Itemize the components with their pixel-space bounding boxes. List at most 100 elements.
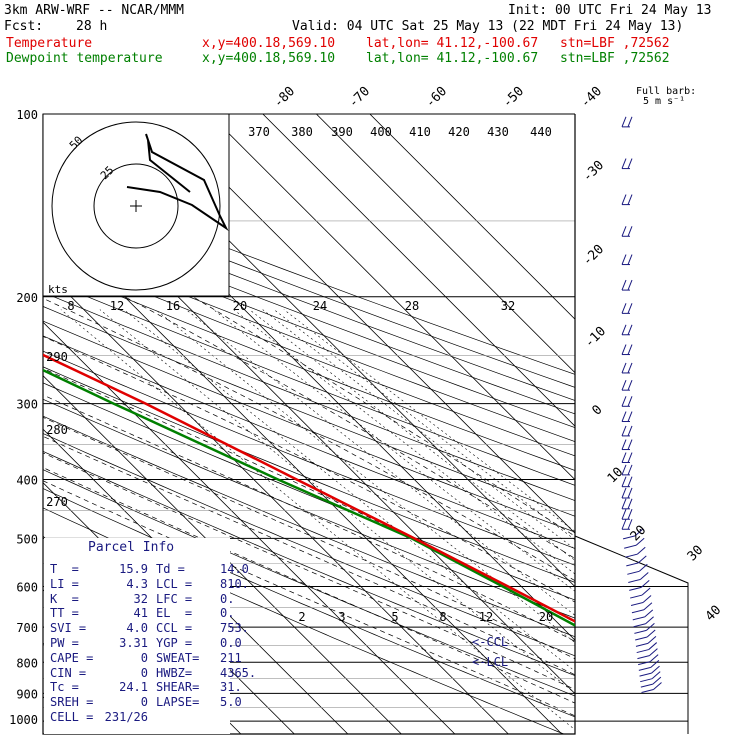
wind-barb — [621, 158, 627, 169]
wind-barb — [627, 226, 633, 237]
wind-barb — [621, 362, 627, 374]
wind-barb — [651, 671, 661, 680]
isotherm-tick-label: -50 — [500, 84, 527, 111]
parcel-info-row: SREH = 0 LAPSE= 5.0 — [50, 695, 242, 709]
wind-barb — [642, 595, 652, 603]
theta-tick-label: 370 — [248, 125, 270, 139]
theta-tick-label: 380 — [291, 125, 313, 139]
wind-barb — [645, 616, 654, 625]
wind-barb — [640, 579, 650, 588]
wind-barb — [621, 303, 627, 314]
isotherm-line — [43, 321, 456, 734]
parcel-info-cell: 231/26 — [104, 710, 148, 724]
wind-barb — [621, 476, 627, 487]
parcel-info-cell: CCL = — [156, 621, 193, 636]
parcel-info-cell: HWBZ= — [156, 665, 193, 680]
theta-tick-label: 440 — [530, 125, 552, 139]
parcel-info-cell: 0.0 — [220, 636, 242, 650]
dry-adiabat-line — [43, 306, 575, 517]
parcel-info-row: K = 32 LFC = 0. — [50, 592, 234, 606]
ccl-annotation: <-CCL — [472, 635, 508, 649]
parcel-info-cell: 211 — [220, 650, 242, 665]
isotherm-line — [209, 114, 575, 481]
dry-adiabat-line — [43, 291, 575, 501]
dry-adiabat-line — [43, 237, 575, 442]
moist-adiabat-line — [43, 394, 575, 642]
wind-barb — [621, 498, 627, 510]
dewpoint-xy: x,y=400.18,569.10 — [202, 51, 336, 66]
isotherm-tick-label: -70 — [346, 84, 373, 111]
wind-barb — [641, 587, 651, 596]
parcel-info-cell: 4.0 — [126, 621, 148, 636]
mixing-ratio-label: 3 — [338, 610, 345, 624]
wind-barb — [621, 226, 627, 237]
wind-barb — [650, 660, 660, 668]
wind-barb — [621, 254, 627, 265]
mixing-ratio-label: 16 — [166, 299, 180, 313]
temperature-station: stn=LBF ,72562 — [560, 36, 670, 51]
parcel-info-cell: 753. — [220, 621, 249, 636]
parcel-info-row: CIN = 0 HWBZ= 4365. — [50, 666, 256, 680]
barb-legend-value: 5 m s⁻¹ — [643, 96, 685, 107]
mixing-ratio-label: 8 — [67, 299, 74, 313]
theta-tick-label: 290 — [46, 350, 68, 364]
mixing-ratio-label: 20 — [539, 610, 553, 624]
parcel-info-cell: LFC = — [156, 591, 193, 606]
dewpoint-legend: Dewpoint temperature — [6, 51, 163, 66]
mixing-ratio-label: 32 — [501, 299, 515, 313]
wind-barb — [627, 498, 633, 510]
parcel-info-cell: PW = — [50, 636, 79, 650]
parcel-info-title: Parcel Info — [88, 540, 175, 555]
isotherm-tick-label: 30 — [685, 543, 707, 565]
temperature-latlon: lat,lon= 41.12,-100.67 — [366, 36, 539, 51]
parcel-info-cell: CELL = — [50, 710, 94, 724]
forecast-label: Fcst: — [4, 19, 44, 34]
parcel-info-cell: 15.9 — [119, 562, 148, 576]
wind-barb — [627, 303, 633, 314]
parcel-info-cell: LI = — [50, 576, 79, 591]
mixing-ratio-label: 12 — [479, 610, 493, 624]
wind-barb — [639, 672, 652, 677]
wind-barb — [621, 396, 627, 407]
isotherm-line — [43, 375, 402, 734]
parcel-info-cell: 4365. — [220, 665, 257, 680]
parcel-info-cell: SWEAT= — [156, 650, 200, 665]
wind-barb — [635, 636, 648, 641]
isotherm-tick-label: -30 — [580, 158, 607, 185]
wind-barb — [646, 629, 656, 638]
parcel-info-cell: 810. — [220, 576, 249, 591]
wind-barb — [639, 572, 649, 580]
wind-barb — [627, 396, 633, 407]
valid-time: Valid: 04 UTC Sat 25 May 13 (22 MDT Fri … — [292, 19, 684, 34]
wind-barb — [644, 609, 654, 618]
wind-barb — [626, 562, 639, 567]
parcel-info-cell: YGP = — [156, 636, 193, 650]
parcel-info-cell: Td = — [156, 562, 185, 576]
wind-barb — [653, 682, 662, 690]
isotherm-line — [43, 268, 509, 734]
theta-tick-label: 400 — [370, 125, 392, 139]
wind-barb — [627, 116, 633, 128]
wind-barb — [647, 635, 657, 644]
wind-barb — [640, 678, 653, 683]
parcel-info-cell: 0 — [140, 695, 148, 710]
isotherm-tick-label: -40 — [578, 84, 605, 111]
parcel-info-cell: Tc = — [50, 680, 79, 695]
mixing-ratio-line — [60, 309, 575, 731]
isotherm-tick-label: -20 — [580, 242, 607, 269]
theta-tick-label: 420 — [448, 125, 470, 139]
theta-tick-label: 390 — [331, 125, 353, 139]
wind-barb — [627, 519, 633, 530]
parcel-info-row: CAPE = 0 SWEAT= 211 — [50, 651, 242, 665]
isotherm-line — [155, 114, 575, 534]
model-title: 3km ARW-WRF -- NCAR/MMM — [4, 3, 185, 18]
wind-barb — [627, 279, 633, 291]
dry-adiabat-line — [43, 382, 575, 601]
parcel-info-cell: LAPSE= — [156, 695, 200, 710]
theta-tick-label: 280 — [46, 423, 68, 437]
wind-barb — [629, 586, 642, 591]
init-time: Init: 00 UTC Fri 24 May 13 — [508, 3, 712, 18]
parcel-info-cell: TT = — [50, 606, 79, 621]
parcel-info-cell: T = — [50, 562, 79, 576]
